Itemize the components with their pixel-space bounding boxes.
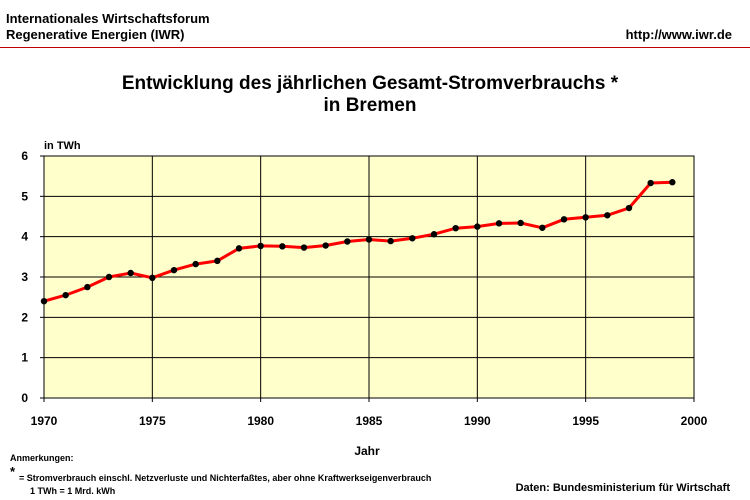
data-point-1986	[387, 237, 394, 245]
data-point-1984	[344, 238, 351, 245]
chart-title: Entwicklung des jährlichen Gesamt-Stromv…	[0, 73, 740, 117]
data-point-1985	[365, 236, 373, 243]
data-point-1972	[84, 283, 91, 291]
chart-title-line-2: in Bremen	[323, 95, 417, 116]
data-point-1994	[560, 216, 568, 223]
data-point-1993	[539, 224, 546, 231]
x-axis-tick-labels: 1970 1975 1980 1985 1990 1995 2000	[31, 414, 708, 428]
y-tick-label-6: 6	[21, 149, 28, 163]
data-point-1977	[192, 260, 199, 268]
data-point-1973	[105, 273, 113, 281]
data-point-1988	[430, 231, 438, 238]
y-tick-label-0: 0	[21, 391, 28, 405]
series-line	[43, 180, 673, 303]
y-tick-label-1: 1	[21, 351, 28, 365]
y-tick-label-5: 5	[21, 189, 28, 203]
data-point-1978	[214, 257, 221, 265]
x-tick-label-1970: 1970	[31, 414, 58, 428]
data-point-1979	[235, 245, 243, 252]
data-point-1982	[300, 244, 308, 251]
data-point-1992	[517, 219, 524, 227]
data-point-1976	[170, 266, 178, 274]
data-source: Daten: Bundesministerium für Wirtschaft	[515, 482, 730, 494]
data-point-1999	[669, 179, 676, 186]
x-tick-label-1995: 1995	[572, 414, 599, 428]
data-point-1989	[452, 224, 459, 232]
data-point-1983	[322, 242, 329, 249]
note-consumption-definition: = Stromverbrauch einschl. Netzverluste u…	[19, 473, 432, 483]
x-tick-label-2000: 2000	[681, 414, 708, 428]
y-tick-label-3: 3	[21, 270, 28, 284]
data-point-1987	[409, 235, 416, 242]
data-point-1996	[604, 212, 611, 219]
note-unit-conversion: 1 TWh = 1 Mrd. kWh	[30, 486, 116, 496]
y-tick-label-2: 2	[21, 310, 28, 324]
organization-line-2: Regenerative Energien (IWR)	[6, 27, 185, 42]
data-point-1980	[257, 242, 264, 250]
data-point-1971	[62, 291, 69, 299]
organization-line-1: Internationales Wirtschaftsforum	[6, 11, 210, 26]
x-tick-label-1985: 1985	[356, 414, 383, 428]
organization-name: Internationales Wirtschaftsforum Regener…	[6, 11, 210, 43]
data-point-1997	[625, 204, 633, 212]
data-point-1990	[474, 223, 481, 230]
data-point-1974	[127, 269, 134, 277]
data-point-1970	[40, 298, 48, 305]
data-point-1991	[495, 220, 503, 227]
chart-title-line-1: Entwicklung des jährlichen Gesamt-Stromv…	[121, 73, 619, 94]
x-tick-label-1980: 1980	[247, 414, 274, 428]
website-url[interactable]: http://www.iwr.de	[625, 27, 732, 42]
data-points	[40, 179, 676, 305]
plot-frame	[43, 155, 695, 399]
data-point-1995	[582, 214, 589, 221]
x-tick-label-1975: 1975	[139, 414, 166, 428]
header-divider	[0, 47, 750, 48]
y-axis-label: in TWh	[44, 140, 81, 152]
data-point-1975	[149, 274, 156, 282]
y-tick-label-4: 4	[21, 230, 28, 244]
note-asterisk: *	[10, 464, 16, 479]
x-tick-label-1990: 1990	[464, 414, 491, 428]
data-point-1998	[647, 179, 654, 187]
data-point-1981	[279, 243, 286, 250]
y-axis-tick-labels: 0 1 2 3 4 5 6	[21, 149, 28, 405]
notes-heading: Anmerkungen:	[10, 453, 74, 463]
x-axis-label: Jahr	[354, 444, 380, 458]
